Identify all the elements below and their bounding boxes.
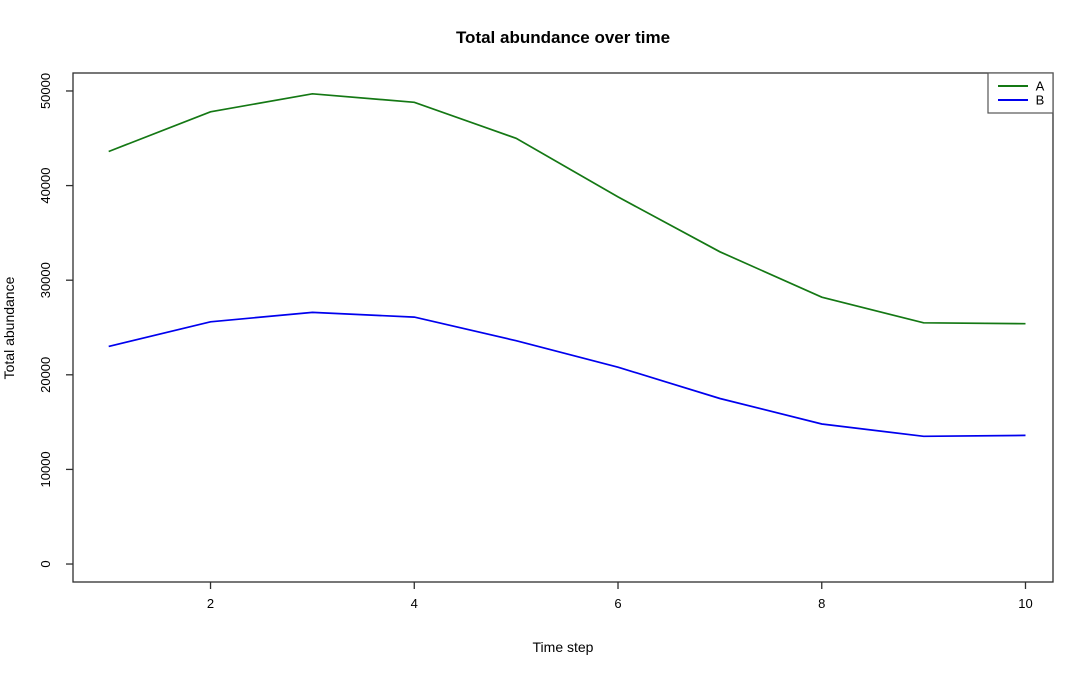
plot-generated: 2 4 6 8 10 0 10000 20000 30000 40000 50000 AB [38,72,1054,611]
x-axis-label: Time step [533,639,594,655]
y-axis-label: Total abundance [1,276,17,379]
y-tick-label: 50000 [38,73,53,109]
legend-entry-B: B [1036,93,1045,108]
series-line-B [108,311,1026,438]
x-tick-label: 10 [1018,596,1032,611]
y-tick-label: 40000 [38,168,53,204]
series-line-A [108,92,1026,325]
x-tick-label: 8 [818,596,825,611]
y-tick-label: 20000 [38,357,53,393]
plot-border [72,72,1054,583]
x-tick-label: 2 [207,596,214,611]
y-tick-label: 30000 [38,262,53,298]
legend [987,72,1054,114]
x-tick-label: 6 [614,596,621,611]
chart-title: Total abundance over time [456,28,670,47]
legend-entry-A: A [1036,79,1045,94]
y-tick-label: 0 [38,560,53,567]
x-tick-label: 4 [411,596,418,611]
y-tick-label: 10000 [38,451,53,487]
